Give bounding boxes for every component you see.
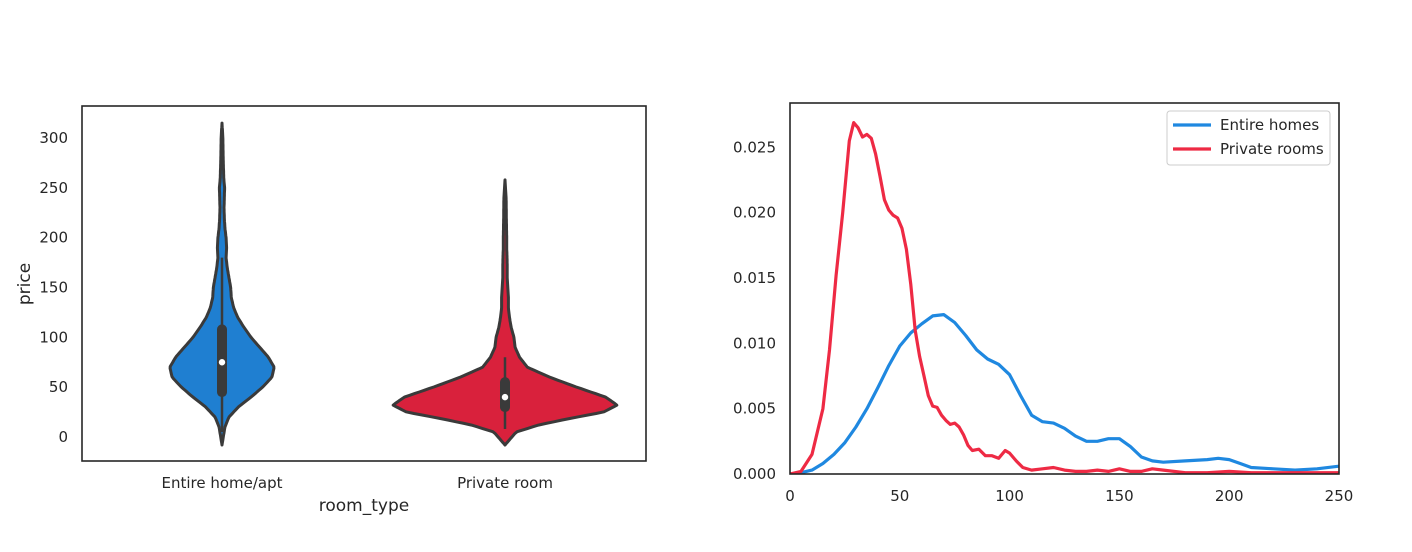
y-tick-label: 0 [58, 428, 68, 446]
kde-line-entire-homes [790, 313, 1339, 474]
legend-entry-label: Private rooms [1220, 140, 1324, 158]
x-tick-label: Entire home/apt [161, 474, 282, 492]
y-tick-label: 300 [39, 129, 68, 147]
x-tick-label: 250 [1325, 487, 1354, 505]
y-tick-label: 150 [39, 279, 68, 297]
kde-axes-frame [789, 102, 1340, 475]
kde-line-private-rooms [790, 121, 1339, 474]
y-tick-label: 50 [49, 378, 68, 396]
violin-private-room [391, 178, 619, 447]
x-tick-label: 100 [995, 487, 1024, 505]
y-axis-label: price [15, 263, 35, 305]
violin-axes-frame [81, 105, 647, 462]
violin-body [391, 178, 619, 447]
violin-entire-home [168, 121, 276, 447]
y-tick-label: 250 [39, 179, 68, 197]
violin-median-marker [218, 359, 226, 366]
x-tick-label: 150 [1105, 487, 1134, 505]
x-tick-label: Private room [457, 474, 553, 492]
y-tick-label: 0.005 [733, 400, 776, 418]
y-tick-label: 0.010 [733, 334, 776, 352]
x-tick-label: 200 [1215, 487, 1244, 505]
y-tick-label: 0.000 [733, 465, 776, 483]
y-tick-label: 0.015 [733, 269, 776, 287]
y-tick-label: 100 [39, 328, 68, 346]
y-tick-label: 0.025 [733, 138, 776, 156]
violin-median-marker [501, 393, 509, 401]
x-tick-label: 0 [785, 487, 795, 505]
x-axis-label: room_type [319, 496, 409, 516]
kde-plot: 0.000 0.005 0.010 0.015 0.020 0.025 0 50 100 150 2… [733, 102, 1354, 505]
x-tick-label: 50 [890, 487, 909, 505]
y-tick-label: 0.020 [733, 204, 776, 222]
legend-entry-label: Entire homes [1220, 116, 1319, 134]
y-tick-label: 200 [39, 229, 68, 247]
legend: Entire homes Private rooms [1166, 110, 1331, 166]
violin-plot: 0 50 100 150 200 250 300 Entire home/apt Private… [15, 105, 647, 516]
